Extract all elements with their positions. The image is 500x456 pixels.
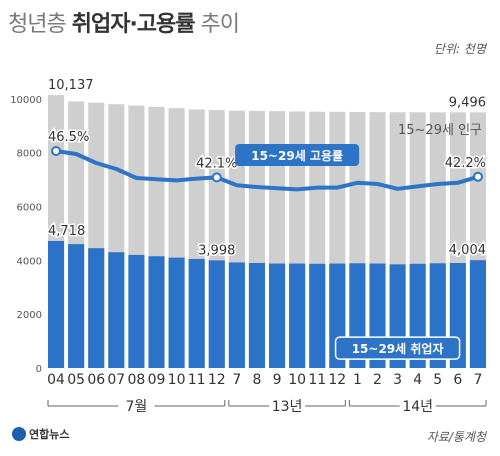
y-tick-label-0: 0 bbox=[36, 364, 42, 375]
data-label-0: 10,137 bbox=[48, 78, 94, 93]
y-tick-label-4: 8000 bbox=[17, 149, 42, 160]
data-label-6: 42.1% bbox=[196, 156, 237, 171]
x-tick-label-21: 7 bbox=[473, 372, 482, 388]
x-tick-label-19: 5 bbox=[433, 372, 442, 388]
rate-callout-box bbox=[235, 144, 360, 166]
rate-point-0 bbox=[51, 146, 62, 156]
data-label-1: 9,496 bbox=[449, 95, 486, 110]
source-note: 자료/통계청 bbox=[426, 430, 486, 444]
logo-mark-icon bbox=[12, 427, 26, 441]
employed-series-label: 15~29세 취업자 bbox=[352, 341, 444, 356]
publisher-name: 연합뉴스 bbox=[29, 428, 70, 441]
employed-bar-12 bbox=[289, 263, 306, 368]
x-tick-label-11: 9 bbox=[273, 372, 282, 388]
x-tick-label-9: 7 bbox=[232, 372, 241, 388]
employed-bar-5 bbox=[148, 256, 165, 368]
x-tick-label-20: 6 bbox=[453, 372, 462, 388]
employed-bar-21 bbox=[469, 260, 486, 368]
x-tick-label-1: 05 bbox=[67, 372, 85, 388]
group-label-2: 14년 bbox=[402, 399, 433, 415]
data-label-2: 4,718 bbox=[48, 224, 85, 239]
title-part-end: 추이 bbox=[200, 12, 240, 37]
x-tick-label-4: 08 bbox=[127, 372, 145, 388]
y-tick-label-3: 6000 bbox=[17, 202, 42, 213]
y-tick-label-1: 2000 bbox=[17, 310, 42, 321]
employed-bar-1 bbox=[68, 244, 85, 368]
y-tick-label-5: 10000 bbox=[10, 95, 42, 106]
rate-line bbox=[55, 149, 479, 192]
employed-bar-0 bbox=[48, 240, 65, 368]
employed-bar-13 bbox=[309, 263, 326, 368]
x-tick-label-10: 8 bbox=[252, 372, 261, 388]
title-part-bold: 취업자·고용률 bbox=[71, 12, 196, 37]
data-label-4: 4,004 bbox=[449, 243, 486, 258]
x-tick-label-14: 12 bbox=[328, 372, 346, 388]
employed-callout-box bbox=[334, 336, 461, 360]
y-tick-label-2: 4000 bbox=[17, 256, 42, 267]
data-label-5: 46.5% bbox=[48, 130, 89, 145]
unit-label: 단위: 천명 bbox=[433, 42, 486, 56]
x-tick-label-3: 07 bbox=[107, 372, 125, 388]
employed-bar-2 bbox=[88, 248, 105, 368]
x-tick-label-17: 3 bbox=[393, 372, 402, 388]
rate-point-21 bbox=[472, 171, 483, 182]
publisher-logo: 연합뉴스 bbox=[12, 426, 69, 442]
x-tick-label-16: 2 bbox=[373, 372, 382, 388]
population-series-label: 15~29세 인구 bbox=[398, 123, 482, 138]
x-tick-label-15: 1 bbox=[353, 372, 362, 388]
employed-bar-3 bbox=[108, 252, 125, 368]
chart-title: 청년층 취업자·고용률 추이 bbox=[8, 6, 240, 38]
x-tick-label-12: 10 bbox=[288, 372, 306, 388]
employed-bar-6 bbox=[168, 257, 185, 368]
employed-bar-4 bbox=[128, 254, 145, 368]
rate-series-label: 15~29세 고용률 bbox=[251, 148, 343, 163]
x-tick-label-5: 09 bbox=[148, 372, 166, 388]
employed-bar-10 bbox=[248, 263, 265, 368]
data-label-7: 42.2% bbox=[445, 156, 486, 171]
x-tick-label-8: 12 bbox=[208, 372, 226, 388]
employed-bar-9 bbox=[228, 262, 245, 368]
x-tick-label-6: 10 bbox=[168, 372, 186, 388]
x-tick-label-0: 04 bbox=[47, 372, 65, 388]
employed-bar-11 bbox=[269, 263, 286, 368]
data-label-3: 3,998 bbox=[198, 243, 235, 258]
group-label-0: 7월 bbox=[126, 399, 148, 415]
rate-point-8 bbox=[211, 172, 222, 183]
employed-bar-7 bbox=[188, 258, 205, 368]
x-tick-label-2: 06 bbox=[87, 372, 105, 388]
group-label-1: 13년 bbox=[272, 399, 303, 415]
employed-bar-8 bbox=[208, 260, 225, 368]
title-part-light: 청년층 bbox=[8, 12, 67, 37]
x-tick-label-18: 4 bbox=[413, 372, 422, 388]
x-tick-label-7: 11 bbox=[188, 372, 206, 388]
x-tick-label-13: 11 bbox=[308, 372, 326, 388]
